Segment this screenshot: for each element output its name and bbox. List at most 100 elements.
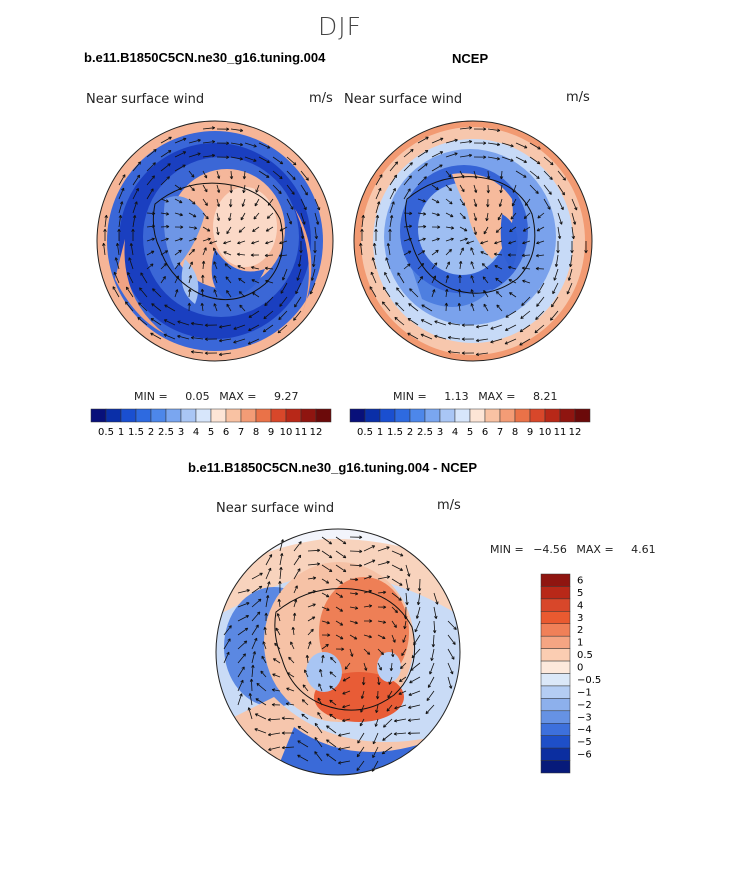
wind-vector-arrow bbox=[118, 174, 126, 186]
wind-vector-arrow bbox=[505, 310, 517, 318]
wind-vector-arrow bbox=[314, 737, 323, 748]
panel3-colorbar-tick-label: 2 bbox=[577, 625, 583, 636]
wind-vector-arrow bbox=[515, 156, 528, 163]
wind-vector-arrow bbox=[314, 722, 323, 734]
wind-vector-arrow bbox=[425, 704, 435, 715]
wind-vector-arrow bbox=[431, 151, 444, 158]
wind-vector-arrow bbox=[248, 310, 260, 318]
wind-vector-arrow bbox=[445, 248, 452, 256]
wind-vector-arrow bbox=[457, 288, 462, 298]
wind-vector-arrow bbox=[282, 268, 288, 281]
panel1-variable: Near surface wind bbox=[86, 92, 205, 107]
wind-vector-arrow bbox=[247, 338, 260, 345]
wind-vector-arrow bbox=[267, 718, 281, 722]
wind-vector-arrow bbox=[408, 303, 419, 312]
wind-vector-arrow bbox=[447, 321, 461, 326]
wind-vector-arrow bbox=[265, 594, 270, 608]
wind-vector-arrow bbox=[226, 290, 232, 298]
wind-vector-arrow bbox=[335, 536, 347, 545]
wind-vector-arrow bbox=[417, 176, 427, 186]
wind-vector-arrow bbox=[248, 692, 253, 706]
wind-vector-arrow bbox=[258, 156, 270, 163]
wind-vector-arrow bbox=[571, 226, 575, 240]
wind-vector-arrow bbox=[188, 274, 192, 284]
wind-vector-arrow bbox=[445, 184, 452, 192]
panel2-colorbar-swatch bbox=[394, 408, 411, 423]
wind-vector-arrow bbox=[557, 198, 564, 211]
wind-vector-arrow bbox=[321, 606, 330, 611]
wind-vector-arrow bbox=[187, 288, 192, 298]
wind-vector-arrow bbox=[360, 228, 364, 241]
panel1-colorbar-tick-label: 5 bbox=[208, 427, 214, 438]
panel2-min-value: 1.13 bbox=[444, 390, 469, 403]
wind-vector-arrow bbox=[490, 338, 503, 344]
wind-vector-arrow bbox=[342, 718, 351, 723]
wind-vector-arrow bbox=[534, 324, 545, 334]
wind-vector-arrow bbox=[262, 641, 267, 650]
panel3-colorbar-tick-label: 3 bbox=[577, 613, 583, 624]
wind-vector-arrow bbox=[251, 624, 259, 636]
wind-vector-arrow bbox=[375, 174, 383, 186]
wind-vector-arrow bbox=[281, 716, 295, 720]
panel3-colorbar-swatch bbox=[540, 660, 571, 674]
wind-vector-arrow bbox=[223, 651, 230, 664]
wind-vector-arrow bbox=[509, 226, 517, 233]
wind-vector-arrow bbox=[417, 198, 426, 203]
panel3-colorbar-swatch bbox=[540, 598, 571, 612]
wind-vector-arrow bbox=[459, 237, 468, 242]
panel3-colorbar-swatch bbox=[540, 635, 571, 649]
wind-vector-arrow bbox=[337, 746, 351, 751]
wind-vector-arrow bbox=[507, 253, 516, 257]
wind-vector-arrow bbox=[295, 282, 302, 295]
wind-vector-arrow bbox=[293, 585, 298, 594]
wind-vector-arrow bbox=[377, 590, 387, 595]
wind-vector-arrow bbox=[407, 731, 421, 735]
wind-vector-arrow bbox=[160, 224, 170, 229]
wind-vector-arrow bbox=[202, 170, 208, 179]
wind-vector-arrow bbox=[174, 237, 183, 242]
wind-vector-arrow bbox=[363, 634, 372, 639]
panel2-min-label: MIN = bbox=[393, 390, 427, 403]
wind-vector-arrow bbox=[228, 212, 232, 222]
wind-vector-arrow bbox=[321, 592, 330, 598]
wind-vector-arrow bbox=[237, 666, 245, 678]
wind-vector-arrow bbox=[230, 156, 244, 161]
wind-vector-arrow bbox=[397, 272, 405, 284]
panel2-colorbar-swatch bbox=[379, 408, 396, 423]
panel2-colorbar-tick-label: 7 bbox=[497, 427, 503, 438]
wind-vector-arrow bbox=[490, 324, 503, 330]
wind-vector-arrow bbox=[218, 352, 232, 357]
wind-vector-arrow bbox=[377, 648, 384, 656]
wind-vector-arrow bbox=[321, 578, 330, 584]
wind-vector-arrow bbox=[342, 676, 351, 682]
wind-vector-arrow bbox=[132, 174, 141, 186]
season-title: DJF bbox=[318, 12, 363, 41]
wind-vector-arrow bbox=[394, 704, 407, 710]
wind-vector-arrow bbox=[486, 170, 491, 180]
panel3-variable: Near surface wind bbox=[216, 501, 335, 516]
wind-vector-arrow bbox=[307, 616, 316, 622]
wind-vector-arrow bbox=[499, 170, 504, 180]
wind-vector-arrow bbox=[335, 592, 344, 598]
wind-vector-arrow bbox=[286, 170, 296, 181]
wind-vector-arrow bbox=[164, 304, 176, 312]
wind-vector-arrow bbox=[571, 198, 578, 211]
panel1-colorbar-swatch bbox=[90, 408, 107, 423]
wind-vector-arrow bbox=[461, 323, 475, 327]
wind-vector-arrow bbox=[267, 198, 274, 206]
wind-vector-arrow bbox=[174, 151, 187, 158]
wind-vector-arrow bbox=[216, 184, 221, 193]
wind-vector-arrow bbox=[188, 212, 197, 218]
wind-vector-arrow bbox=[317, 697, 323, 706]
wind-vector-arrow bbox=[146, 188, 154, 200]
wind-vector-arrow bbox=[174, 289, 179, 298]
wind-vector-arrow bbox=[417, 237, 426, 242]
wind-vector-arrow bbox=[174, 164, 186, 172]
wind-vector-arrow bbox=[537, 212, 545, 219]
wind-vector-arrow bbox=[342, 704, 351, 709]
wind-vector-arrow bbox=[493, 252, 503, 256]
wind-vector-arrow bbox=[388, 228, 392, 241]
wind-vector-arrow bbox=[551, 296, 559, 308]
wind-vector-arrow bbox=[349, 549, 363, 554]
panel3-colorbar-tick-label: 6 bbox=[577, 575, 583, 586]
